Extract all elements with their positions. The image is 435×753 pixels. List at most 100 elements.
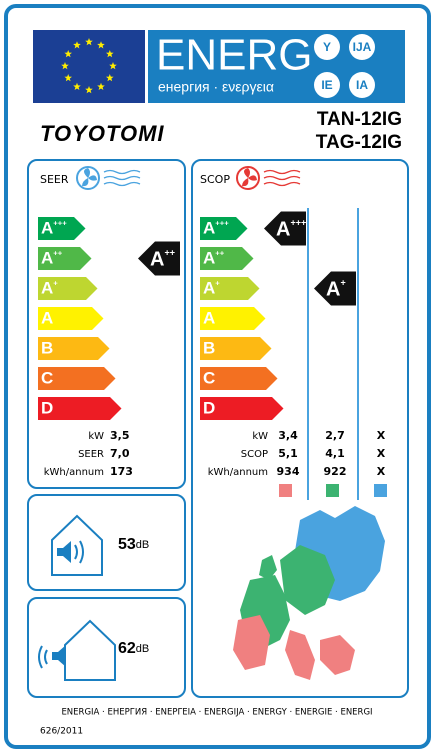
class-arrow [200,337,272,360]
house-outdoor [38,619,116,681]
zone-colder [374,484,387,497]
class-arrow [200,397,284,420]
noise-value: 62 [118,640,136,657]
star [61,62,69,70]
class-sup: ++ [164,248,175,258]
star [73,82,81,90]
class-letter: A [276,219,290,241]
class-label: C [41,369,53,388]
star [106,74,114,82]
class-letter: A [41,249,53,268]
class-letter: A [41,279,53,298]
class-letter: A [41,309,53,328]
energy-subtitle: енергия · ενεργεια [158,79,274,95]
class-arrow [38,247,92,270]
footer-languages: ENERGIA · ЕНЕРГИЯ · ΕΝΕΡΓΕΙΑ · ENERGIJA … [61,708,372,718]
row-label: SCOP [241,449,268,460]
class-label: A+ [41,279,58,298]
eu-stars [61,38,117,94]
class-label: C [203,369,215,388]
suffix-circle [314,34,340,60]
row-label: SEER [78,449,104,460]
class-arrow [38,307,104,330]
row-value: 4,1 [325,447,345,460]
star [106,50,114,58]
suffix-circle [349,34,375,60]
class-letter: B [41,339,53,358]
indoor-noise-panel [27,494,186,591]
class-label: A+++ [41,219,67,238]
class-sup: +++ [53,219,67,228]
row-value: 173 [110,465,133,478]
class-arrow [38,367,116,390]
class-letter: A [326,279,340,301]
row-value: 934 [277,465,300,478]
class-sup: ++ [53,249,62,258]
heating-panel [191,159,409,698]
class-label: A++ [203,249,225,268]
class-arrow [38,217,86,240]
row-value: 7,0 [110,447,130,460]
model: TAN-12IG [317,109,402,130]
heating-label: SCOP [200,173,230,186]
class-arrow [200,307,266,330]
class-letter: C [41,369,53,388]
class-label: A+ [326,278,346,301]
class-arrow [200,217,248,240]
star [109,62,117,70]
rating-arrow [138,241,180,276]
class-arrow [200,277,260,300]
class-label: A [41,309,53,328]
class-label: D [203,399,215,418]
fan-heat [236,166,301,190]
class-letter: A [203,309,215,328]
fan-cool [76,166,141,190]
suffix: IJA [353,40,372,54]
row-value: 922 [324,465,347,478]
row-value: X [377,447,386,460]
row-label: kWh/annum [208,467,268,478]
class-label: B [203,339,215,358]
model: TAG-12IG [316,132,402,153]
star [64,50,72,58]
class-arrow [38,277,98,300]
row-label: kW [252,431,268,442]
zone-average [326,484,339,497]
rating-arrow [264,211,306,246]
suffix-circle [349,72,375,98]
row-value: X [377,465,386,478]
class-label: A+++ [203,219,229,238]
class-sup: + [340,278,345,288]
class-letter: C [203,369,215,388]
star [73,41,81,49]
class-letter: D [41,399,53,418]
class-label: A [203,309,215,328]
row-label: kW [88,431,104,442]
class-label: A++ [150,248,175,271]
star [97,41,105,49]
row-value: X [377,429,386,442]
zone-warmer [279,484,292,497]
class-sup: +++ [290,218,306,228]
regulation: 626/2011 [40,727,83,737]
class-sup: + [53,279,58,288]
class-letter: A [203,279,215,298]
star [85,86,93,94]
class-sup: ++ [215,249,224,258]
brand: TOYOTOMI [40,121,165,146]
class-arrow [200,367,278,390]
noise-unit: dB [136,539,149,551]
cooling-label: SEER [40,173,69,186]
suffix: IE [321,78,332,92]
row-label: kWh/annum [44,467,104,478]
cooling-panel [27,159,186,489]
row-value: 3,4 [278,429,298,442]
class-letter: A [203,249,215,268]
rating-arrow [314,271,356,306]
class-sup: + [215,279,220,288]
class-label: A+ [203,279,220,298]
noise-unit: dB [136,643,149,655]
class-sup: +++ [215,219,229,228]
row-value: 2,7 [325,429,345,442]
